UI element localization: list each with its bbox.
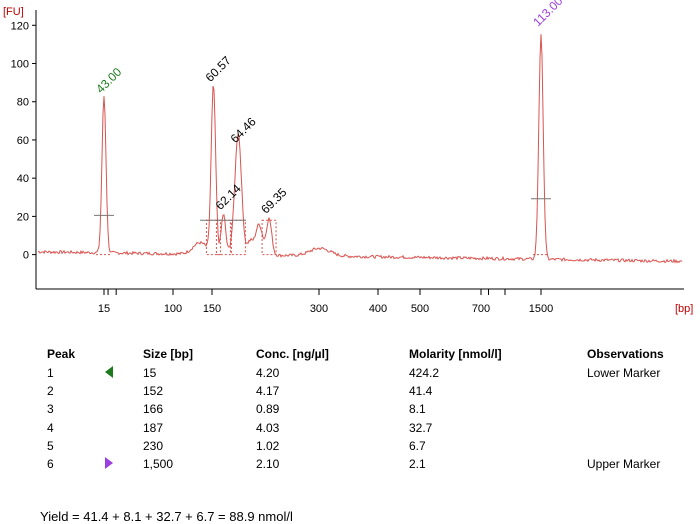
concentration-value: 2.10 — [256, 457, 280, 472]
observation-value — [587, 400, 664, 418]
y-unit-label: [FU] — [3, 6, 24, 18]
marker-cell — [105, 400, 143, 418]
size-value: 152 — [143, 384, 164, 399]
peak-label: 113.00 — [530, 0, 565, 29]
observation-value: Lower Marker — [587, 366, 661, 381]
x-tick-label: 100 — [164, 303, 182, 315]
peak-number: 4 — [47, 420, 54, 435]
concentration-value: 0.89 — [256, 402, 280, 417]
axes: [FU] [bp] 0 20 40 60 80 100 120 15 100 150 300 400 500… — [3, 6, 693, 315]
table-row: 2 152 4.17 41.4 — [40, 382, 664, 400]
marker-cell — [105, 437, 143, 455]
header-observations: Observations — [587, 347, 664, 361]
size-value: 1,500 — [143, 457, 174, 472]
peak-label: 64.46 — [228, 114, 259, 145]
header-molarity: Molarity [nmol/l] — [409, 347, 502, 361]
peak-label: 60.57 — [203, 53, 234, 84]
concentration-value: 4.03 — [256, 420, 280, 435]
y-tick-label: 80 — [17, 97, 29, 109]
molarity-value: 41.4 — [409, 384, 433, 399]
size-value: 15 — [143, 366, 157, 381]
y-tick-label: 60 — [17, 135, 29, 147]
concentration-value: 4.20 — [256, 366, 280, 381]
marker-cell — [105, 382, 143, 400]
electropherogram-chart: [FU] [bp] 0 20 40 60 80 100 120 15 100 150 300 400 500… — [3, 0, 693, 315]
x-tick-label: 700 — [472, 303, 490, 315]
molarity-value: 6.7 — [409, 438, 426, 453]
molarity-value: 32.7 — [409, 420, 433, 435]
y-tick-label: 120 — [11, 20, 29, 32]
x-tick-label: 15 — [98, 303, 110, 315]
x-tick-label: 500 — [411, 303, 429, 315]
table-row: 5 230 1.02 6.7 — [40, 437, 664, 455]
size-value: 230 — [143, 438, 164, 453]
y-tick-label: 100 — [11, 59, 29, 71]
table-row: 6 1,500 2.10 2.1 Upper Marker — [40, 455, 664, 473]
header-size: Size [bp] — [143, 347, 193, 361]
observation-value — [587, 382, 664, 400]
table-row: 3 166 0.89 8.1 — [40, 400, 664, 418]
peak-number: 2 — [47, 384, 54, 399]
y-tick-label: 20 — [17, 211, 29, 223]
molarity-value: 8.1 — [409, 402, 426, 417]
size-value: 187 — [143, 420, 164, 435]
table-header-row: Peak Size [bp] Conc. [ng/µl] Molarity [n… — [40, 344, 664, 364]
x-tick-label: 1500 — [529, 303, 553, 315]
header-marker — [105, 344, 143, 364]
y-tick-label: 0 — [23, 250, 29, 262]
molarity-value: 2.1 — [409, 457, 426, 472]
table-row: 4 187 4.03 32.7 — [40, 419, 664, 437]
peak-labels: 43.00 60.57 62.14 64.46 69.35 113.00 — [93, 0, 566, 256]
table-body: 1 15 4.20 424.2 Lower Marker 2 152 4.17 41.4 3 166… — [40, 364, 664, 473]
trace-group — [37, 34, 683, 264]
marker-cell — [105, 419, 143, 437]
signal-trace — [37, 34, 683, 264]
peak-label: 69.35 — [258, 185, 289, 216]
y-tick-label: 40 — [17, 173, 29, 185]
peak-label: 62.14 — [213, 181, 244, 212]
marker-cell — [105, 455, 143, 473]
size-value: 166 — [143, 402, 164, 417]
x-tick-label: 150 — [203, 303, 221, 315]
observation-value: Upper Marker — [587, 457, 661, 472]
table-row: 1 15 4.20 424.2 Lower Marker — [40, 364, 664, 382]
molarity-value: 424.2 — [409, 366, 440, 381]
lower-marker-triangle-icon — [105, 365, 113, 378]
header-conc: Conc. [ng/µl] — [256, 347, 329, 361]
observation-value — [587, 419, 664, 437]
peak-label: 43.00 — [93, 65, 124, 96]
x-tick-label: 400 — [369, 303, 387, 315]
x-unit-label: [bp] — [675, 303, 693, 315]
peak-table: Peak Size [bp] Conc. [ng/µl] Molarity [n… — [40, 344, 664, 473]
x-tick-label: 300 — [310, 303, 328, 315]
marker-cell — [105, 364, 143, 382]
peak-number: 5 — [47, 438, 54, 453]
concentration-value: 1.02 — [256, 438, 280, 453]
upper-marker-triangle-icon — [105, 456, 113, 469]
concentration-value: 4.17 — [256, 384, 280, 399]
yield-summary: Yield = 41.4 + 8.1 + 32.7 + 6.7 = 88.9 n… — [40, 509, 293, 524]
peak-number: 6 — [47, 457, 54, 472]
peak-number: 3 — [47, 402, 54, 417]
observation-value — [587, 437, 664, 455]
header-peak: Peak — [47, 347, 76, 361]
peak-number: 1 — [47, 366, 54, 381]
